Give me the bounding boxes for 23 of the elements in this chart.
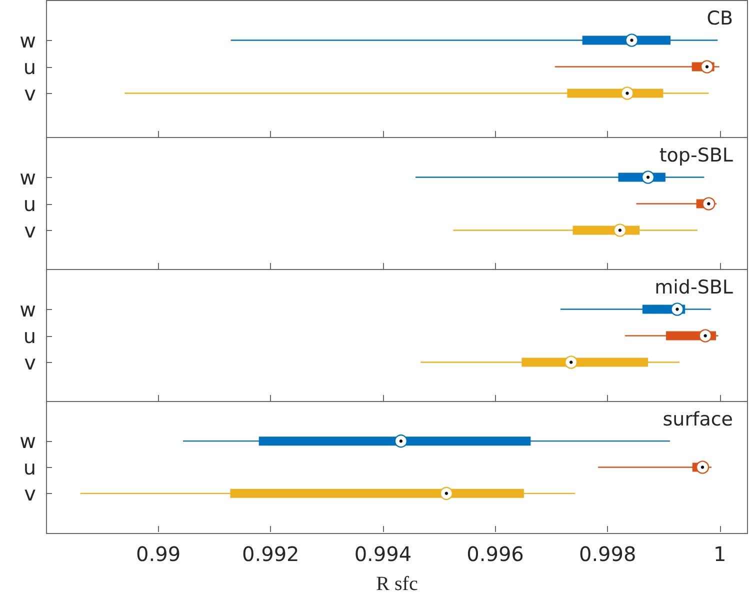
chart-title: surface [662, 408, 734, 430]
chart-title: mid-SBL [654, 276, 734, 298]
chart-title: CB [706, 8, 734, 30]
x-tick-label: 0.992 [242, 542, 300, 566]
y-tick-label: v [24, 218, 36, 242]
y-tick-label: u [23, 192, 36, 216]
y-tick-label: w [20, 297, 36, 322]
y-tick-label: u [23, 324, 36, 348]
x-tick-label: 0.994 [354, 542, 412, 566]
y-tick-label: w [20, 429, 36, 454]
x-tick-label: 1 [714, 542, 726, 566]
x-tick-label: 0.99 [136, 542, 181, 566]
y-tick-label: v [24, 350, 36, 374]
y-tick-label: v [24, 481, 36, 506]
chart-title: top-SBL [659, 144, 734, 166]
y-tick-label: w [20, 165, 36, 190]
y-tick-label: w [20, 28, 36, 52]
y-tick-label: u [23, 455, 36, 480]
y-tick-label: u [23, 54, 36, 79]
x-axis-title: R sfc [376, 573, 418, 595]
y-tick-label: v [24, 81, 36, 106]
x-tick-label: 0.996 [466, 542, 524, 566]
x-tick-label: 0.998 [578, 542, 636, 566]
